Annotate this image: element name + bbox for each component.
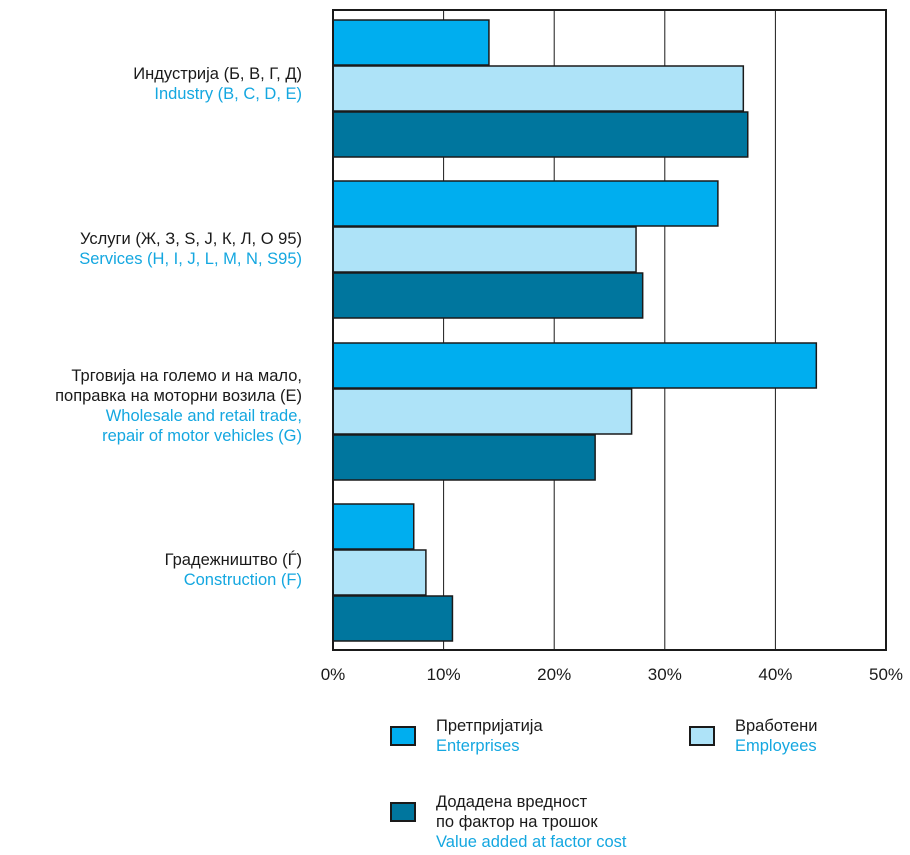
legend-label-mk: Претпријатија bbox=[436, 717, 543, 735]
x-tick-label: 20% bbox=[537, 665, 571, 684]
category-label-mk: Градежништво (Ѓ) bbox=[164, 551, 302, 569]
bar-employees bbox=[332, 226, 637, 273]
bar-enterprises bbox=[332, 19, 490, 66]
legend-label-mk: Вработени bbox=[735, 717, 818, 735]
legend-swatch-value-added bbox=[390, 802, 416, 822]
category-label: Услуги (Ж, З, S, Ј, К, Л, О 95) Services … bbox=[79, 229, 302, 269]
x-tick-label: 10% bbox=[427, 665, 461, 684]
x-tick-label: 0% bbox=[321, 665, 346, 684]
category-label-en: Services (H, I, J, L, M, N, S95) bbox=[79, 250, 302, 268]
category-label-mk: Услуги (Ж, З, S, Ј, К, Л, О 95) bbox=[80, 230, 302, 248]
bar-employees bbox=[332, 549, 427, 596]
legend-label-en: Enterprises bbox=[436, 737, 520, 755]
plot-frame bbox=[332, 9, 887, 651]
bar-value-added bbox=[332, 111, 749, 158]
bar-employees bbox=[332, 388, 633, 435]
category-label: Трговија на големо и на мало, поправка на… bbox=[55, 366, 302, 446]
legend-label-mk-line2: по фактор на трошок bbox=[436, 813, 598, 831]
category-label-en: repair of motor vehicles (G) bbox=[102, 427, 302, 445]
x-tick-label: 30% bbox=[648, 665, 682, 684]
category-label-en: Wholesale and retail trade, bbox=[105, 407, 302, 425]
legend-swatch-employees bbox=[689, 726, 715, 746]
legend-label-mk-line1: Додадена вредност bbox=[436, 793, 588, 811]
category-label-en: Construction (F) bbox=[183, 571, 302, 589]
x-axis-ticks: 0% 10% 20% 30% 40% 50% bbox=[321, 665, 903, 684]
bar-enterprises bbox=[332, 503, 415, 550]
bar-value-added bbox=[332, 434, 596, 481]
legend-label-en: Value added at factor cost bbox=[436, 833, 627, 851]
category-label: Индустрија (Б, В, Г, Д) Industry (B, C, D… bbox=[133, 64, 302, 104]
category-label-en: Industry (B, C, D, E) bbox=[154, 85, 302, 103]
x-tick-label: 40% bbox=[758, 665, 792, 684]
bar-enterprises bbox=[332, 180, 719, 227]
bars bbox=[332, 19, 818, 642]
x-tick-label: 50% bbox=[869, 665, 903, 684]
category-label-mk: поправка на моторни возила (Е) bbox=[55, 387, 302, 405]
legend-label-en: Employees bbox=[735, 737, 817, 755]
category-label-mk: Трговија на големо и на мало, bbox=[71, 367, 302, 385]
bar-enterprises bbox=[332, 342, 818, 389]
category-label-mk: Индустрија (Б, В, Г, Д) bbox=[133, 65, 302, 83]
bar-value-added bbox=[332, 272, 644, 319]
category-label: Градежништво (Ѓ) Construction (F) bbox=[165, 550, 302, 590]
legend-swatch-enterprises bbox=[390, 726, 416, 746]
bar-employees bbox=[332, 65, 745, 112]
bar-value-added bbox=[332, 595, 454, 642]
